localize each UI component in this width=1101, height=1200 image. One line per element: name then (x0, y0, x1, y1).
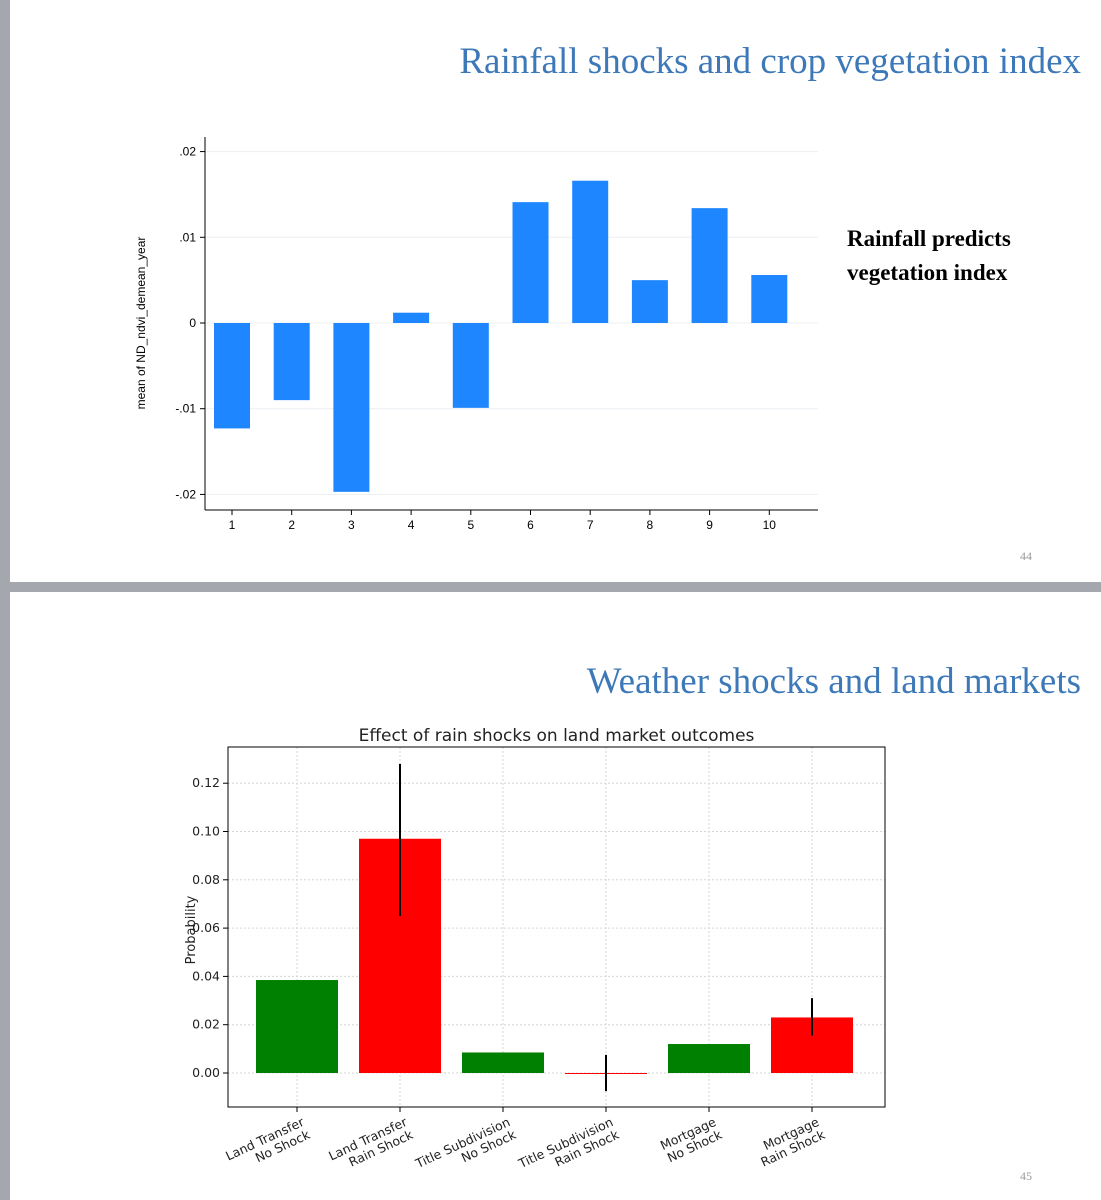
slide-44: Rainfall shocks and crop vegetation inde… (10, 0, 1101, 582)
bar (631, 280, 668, 323)
plot-frame (227, 746, 886, 1108)
y-tick-label: -.02 (175, 487, 196, 501)
ndvi-bar-chart: -.02 -.01 0 .01 .02 mean of ND_ndvi_demean_ye… (134, 137, 818, 532)
y-tick-label: 0.10 (192, 824, 220, 839)
x-tick-label: 10 (763, 518, 777, 532)
bar (691, 208, 728, 323)
x-tick-label: Land TransferRain Shock (326, 1114, 416, 1176)
x-tick-label: 8 (647, 518, 654, 532)
y-tick-label: .02 (179, 145, 196, 159)
y-tick-label: 0.00 (192, 1065, 220, 1080)
y-tick-label: -.01 (175, 402, 196, 416)
annotation-line-1: Rainfall predicts (847, 226, 1011, 251)
land-market-bar-chart: Effect of rain shocks on land market out… (184, 726, 886, 1184)
x-tick-label: 5 (467, 518, 474, 532)
chart-annotation: Rainfall predicts vegetation index (847, 222, 1087, 290)
x-tick-label: 6 (527, 518, 534, 532)
x-tick-label: 3 (348, 518, 355, 532)
x-tick-label: 2 (288, 518, 295, 532)
bar (668, 1044, 750, 1073)
x-tick-label: Title SubdivisionNo Shock (412, 1114, 519, 1184)
slide-title: Weather shocks and land markets (586, 661, 1081, 702)
bar (333, 323, 370, 492)
x-tick-label: 7 (587, 518, 594, 532)
y-tick-label: 0.04 (192, 968, 220, 983)
bar (512, 202, 549, 323)
y-axis-label: mean of ND_ndvi_demean_year (134, 237, 148, 410)
y-axis-label: Probability (184, 895, 199, 964)
y-tick-label: 0.06 (192, 920, 220, 935)
page-number: 45 (1020, 1169, 1032, 1183)
bar (462, 1052, 544, 1073)
bar (214, 323, 250, 429)
x-tick-label: MortgageNo Shock (658, 1114, 725, 1166)
bar (572, 180, 609, 323)
y-tick-label: 0.12 (192, 775, 220, 790)
y-tick-label: 0.08 (192, 872, 220, 887)
x-tick-label: MortgageRain Shock (752, 1114, 828, 1170)
bar (452, 323, 489, 408)
page-number: 44 (1020, 549, 1032, 563)
x-tick-label: 4 (408, 518, 415, 532)
y-tick-label: 0.02 (192, 1017, 220, 1032)
x-tick-label: Land TransferNo Shock (223, 1114, 313, 1176)
y-tick-label: .01 (179, 230, 196, 244)
slide-45: Weather shocks and land markets Effect o… (10, 592, 1101, 1200)
bar (273, 323, 310, 401)
slide-title: Rainfall shocks and crop vegetation inde… (459, 41, 1081, 82)
x-tick-label: 9 (706, 518, 713, 532)
bar (393, 312, 430, 323)
bar (751, 275, 788, 323)
x-tick-label: 1 (229, 518, 236, 532)
x-tick-label: Title SubdivisionRain Shock (515, 1114, 622, 1184)
bar (256, 980, 338, 1073)
chart-title: Effect of rain shocks on land market out… (359, 726, 755, 746)
annotation-line-2: vegetation index (847, 260, 1008, 285)
y-tick-label: 0 (189, 316, 196, 330)
